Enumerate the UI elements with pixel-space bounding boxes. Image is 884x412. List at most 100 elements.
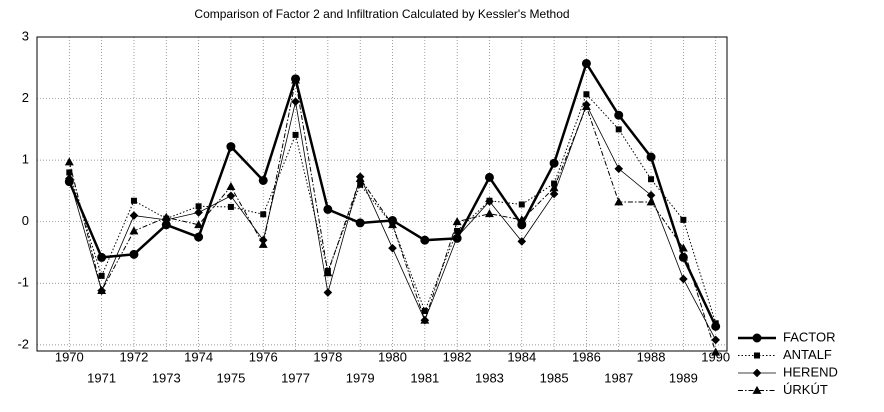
data-point [454,227,461,234]
data-point [420,235,430,245]
data-point [646,197,656,206]
data-point [64,157,74,166]
legend-marker [752,385,762,394]
data-point [549,158,559,168]
x-tick-label: 1970 [55,349,84,364]
data-point [421,307,428,314]
chart-title: Comparison of Factor 2 and Infiltration … [194,7,569,21]
data-point [614,164,624,174]
data-point [712,320,719,327]
x-tick-label: 1973 [152,370,181,385]
data-point [258,175,268,185]
data-point [646,152,656,162]
legend-label: ANTALF [783,347,832,362]
data-point [260,211,267,218]
data-point [711,347,721,356]
data-point [615,126,622,133]
x-tick-label: 1989 [669,370,698,385]
data-point [388,243,397,253]
data-point [161,212,171,221]
legend-label: ÚRKÚT [783,382,828,397]
data-point [129,249,139,259]
data-point [65,174,74,183]
data-point [98,272,105,279]
data-point [614,110,624,120]
data-point [226,191,236,201]
data-point [583,91,590,98]
data-point [518,201,525,208]
data-point [680,216,687,223]
data-point [97,286,107,295]
legend-marker [752,368,762,378]
x-tick-label: 1977 [281,370,310,385]
data-point [66,169,73,176]
data-point [355,173,365,182]
data-point [97,252,107,262]
y-tick-label: 0 [22,213,29,228]
x-tick-label: 1982 [443,349,472,364]
data-point [130,197,137,204]
data-point [614,197,624,206]
x-tick-label: 1986 [572,349,601,364]
x-tick-label: 1979 [346,370,375,385]
y-tick-label: -2 [17,336,29,351]
x-tick-label: 1972 [119,349,148,364]
data-point [323,288,333,297]
data-point [227,203,234,210]
data-point [194,208,203,217]
data-point [323,268,333,277]
legend-label: FACTOR [783,329,836,344]
data-point [517,215,527,224]
x-tick-label: 1985 [540,370,569,385]
x-tick-label: 1971 [87,370,116,385]
x-tick-label: 1983 [475,370,504,385]
data-point [581,58,591,68]
x-tick-label: 1980 [378,349,407,364]
data-point [452,232,462,242]
data-point [485,209,494,218]
data-point [226,181,236,190]
x-tick-label: 1974 [184,349,213,364]
data-point [195,203,202,210]
data-point [291,75,300,84]
data-point [292,131,299,138]
x-tick-label: 1988 [637,349,666,364]
y-tick-label: 3 [22,28,29,43]
data-point [711,335,720,345]
data-point [549,189,559,199]
data-point [194,220,204,229]
data-point [355,218,365,228]
y-tick-label: 1 [22,152,29,167]
x-tick-label: 1975 [216,370,245,385]
x-tick-label: 1990 [701,349,730,364]
x-tick-label: 1984 [507,349,536,364]
data-point [648,176,655,183]
data-point [388,220,397,229]
data-point [291,97,300,106]
x-tick-label: 1987 [604,370,633,385]
x-tick-label: 1978 [313,349,342,364]
series-line [68,93,717,324]
y-tick-label: -1 [17,275,29,290]
data-point [517,237,527,246]
data-point [129,211,139,220]
x-tick-label: 1976 [249,349,278,364]
data-point [226,142,236,152]
data-point [420,315,430,324]
data-point [485,197,494,206]
x-tick-label: 1981 [410,370,439,385]
data-point [484,172,494,182]
data-point [581,101,591,110]
legend-marker [754,352,760,359]
legend-marker [752,333,762,343]
plot-frame [36,36,728,352]
data-point [549,183,559,192]
data-point [678,243,688,252]
data-point [452,217,462,226]
data-point [129,226,139,235]
data-point [323,204,333,214]
y-tick-label: 2 [22,90,29,105]
data-point [194,232,204,242]
data-point [258,239,268,248]
